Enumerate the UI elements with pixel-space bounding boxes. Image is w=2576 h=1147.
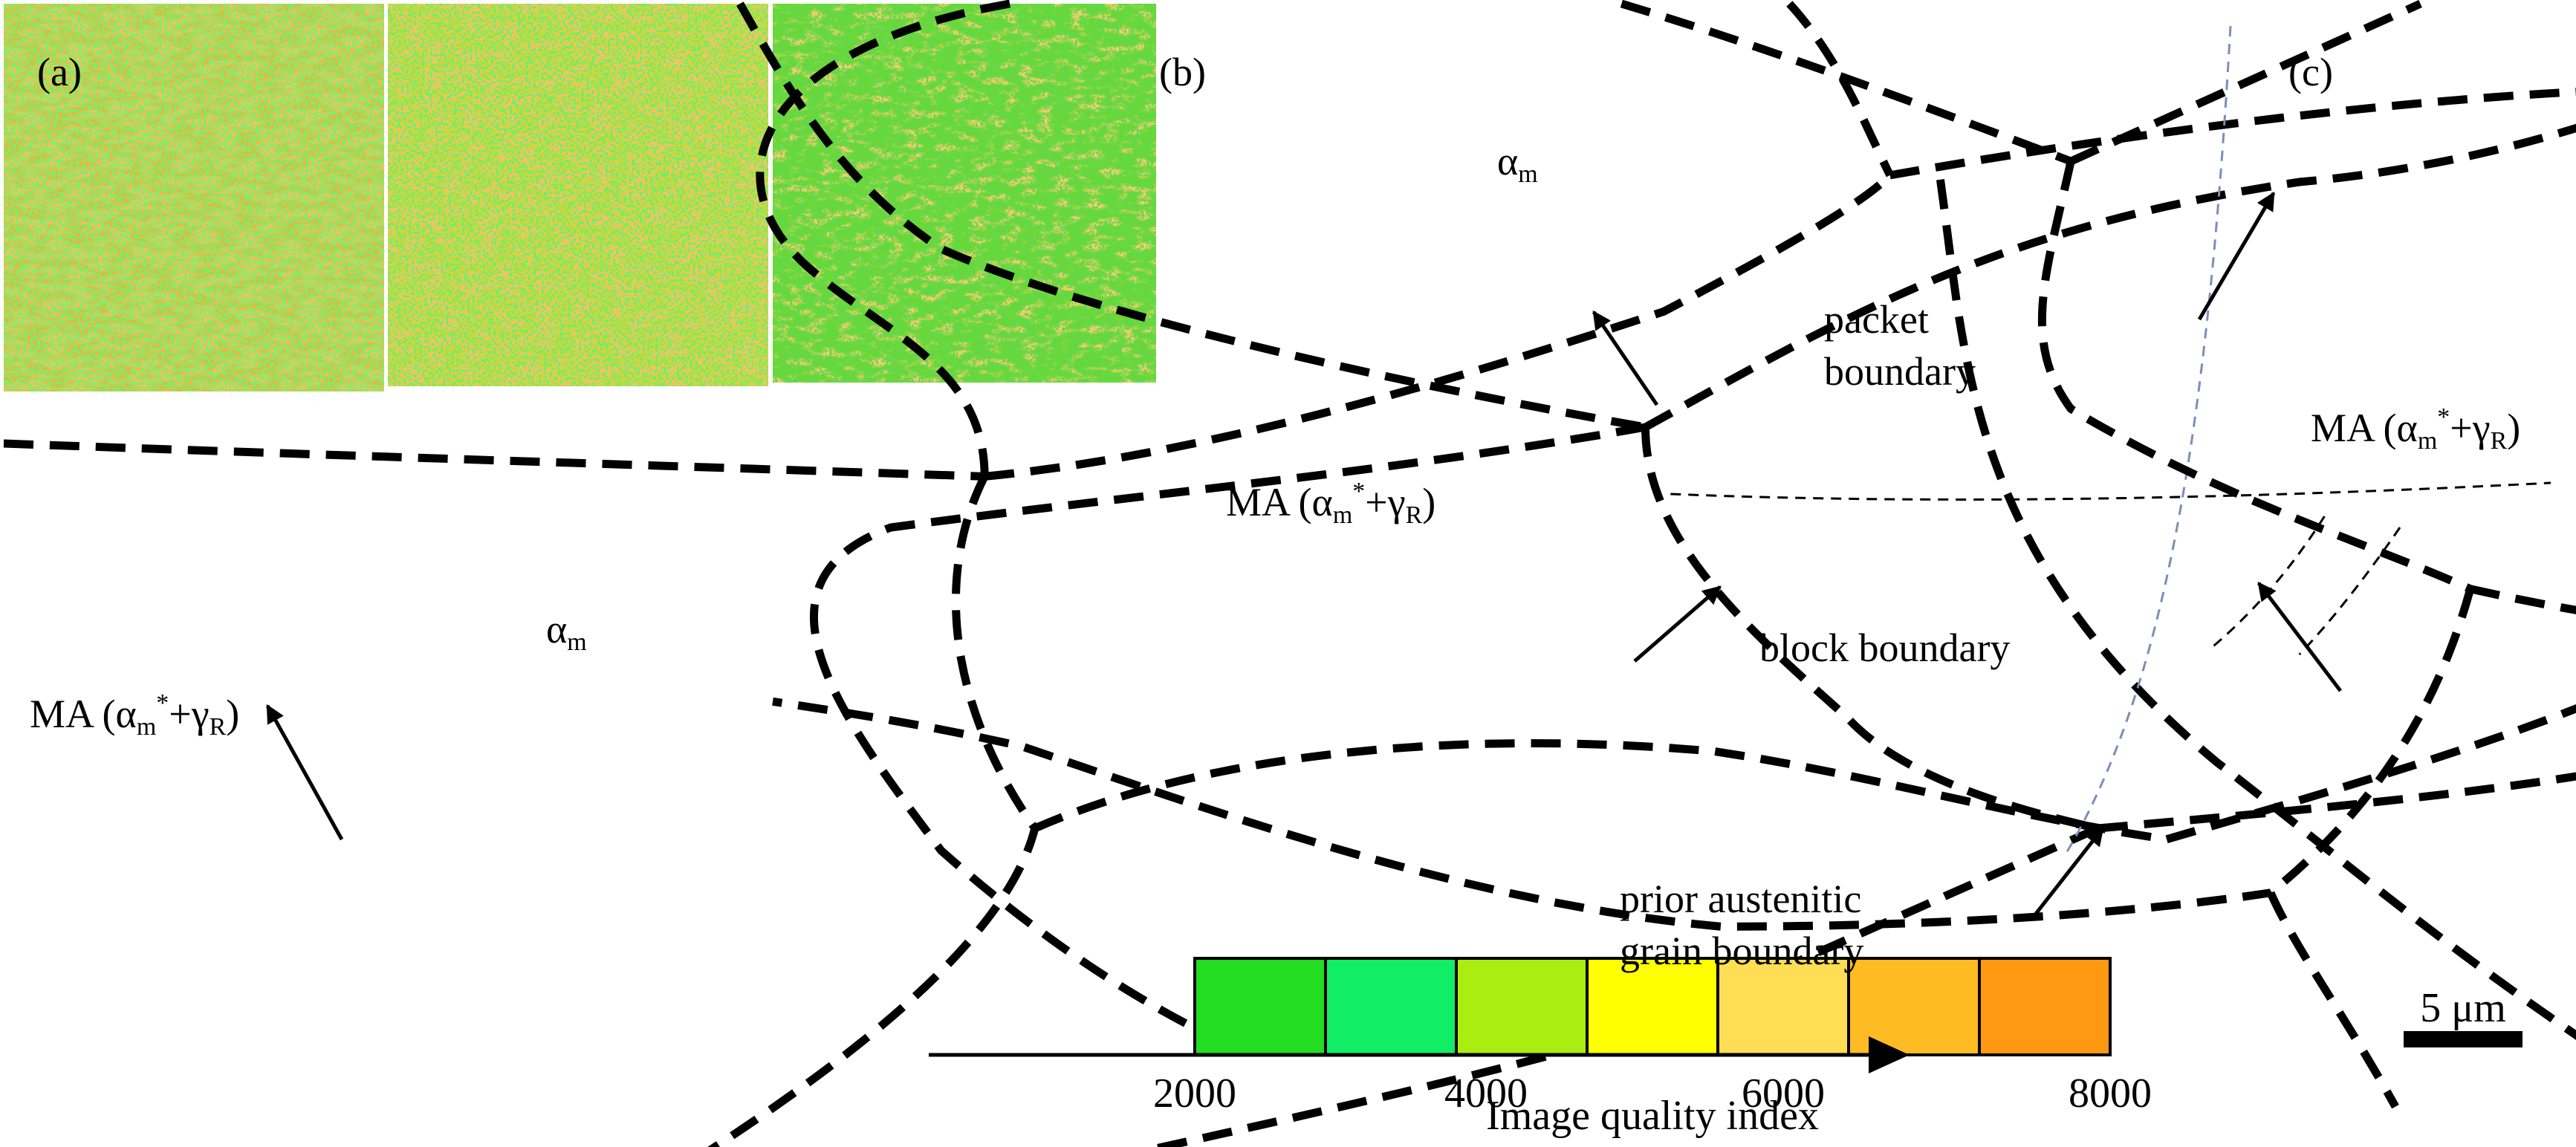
panel-c (773, 4, 1156, 383)
panel-c-grain-boundaries (773, 4, 2576, 1107)
panel-b-ma-label: MA (αm*+γR) (1226, 478, 1436, 529)
panel-a-alpha-m-label: αm (546, 607, 587, 656)
panel-b (388, 4, 768, 386)
colorbar-tick-label: 6000 (1742, 1070, 1825, 1117)
panel-b-packet-arrow (2197, 191, 2276, 321)
colorbar-title: Image quality index (1486, 1093, 1819, 1139)
panel-a-ma-label: MA (αm*+γR) (30, 689, 240, 741)
colorbar-segment (1193, 957, 1327, 1056)
panel-b-grain-boundaries (740, 4, 2576, 1147)
panel-c-ma-arrow (1592, 310, 1659, 406)
colorbar-tick-label: 2000 (1153, 1070, 1236, 1117)
panel-c-label: (c) (2288, 50, 2333, 94)
panel-a (4, 4, 384, 391)
panel-b-label: (b) (1159, 50, 1206, 94)
colorbar-segment (1586, 957, 1719, 1056)
scale-bar-label: 5 μm (2420, 985, 2506, 1031)
panel-a-ma-arrow (265, 704, 344, 841)
scale-bar (2404, 1031, 2523, 1047)
panel-b-ma-arrow (1633, 585, 1722, 663)
panel-b-alpha-m-label: αm (1497, 139, 1538, 188)
panel-b-micrograph (388, 4, 768, 386)
panel-b-packet-boundary-label: packet boundary (1824, 297, 1976, 394)
colorbar-axis-arrowhead (1869, 1036, 1910, 1073)
panel-b-block-boundary-label: block boundary (1759, 626, 2011, 670)
colorbar-segment (1978, 957, 2112, 1056)
panel-b-prior-arrow (2034, 827, 2104, 915)
colorbar (929, 957, 2112, 1073)
panel-c-micrograph (773, 4, 1156, 383)
panel-a-label: (a) (37, 50, 82, 94)
colorbar-segment (1324, 957, 1458, 1056)
panel-b-prior-austenitic-label: prior austenitic grain boundary (1620, 877, 1864, 974)
panel-a-micrograph (4, 4, 384, 391)
colorbar-tick-label: 8000 (2069, 1070, 2152, 1117)
panel-c-ma-label: MA (αm*+γR) (2311, 403, 2521, 455)
colorbar-segment (1847, 957, 1981, 1056)
colorbar-segment (1455, 957, 1589, 1056)
colorbar-tick-label: 4000 (1444, 1070, 1528, 1117)
panel-b-block-arrow (2257, 582, 2342, 692)
